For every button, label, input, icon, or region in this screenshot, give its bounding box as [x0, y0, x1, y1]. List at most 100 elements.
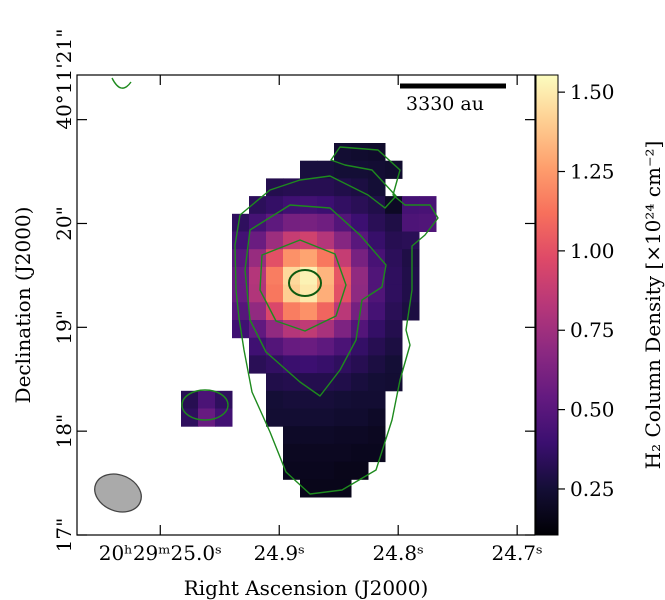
contour: [181, 389, 229, 421]
heatmap-cell: [368, 231, 386, 250]
heatmap-cell: [351, 461, 369, 480]
heatmap-cell: [368, 355, 386, 374]
x-tick-label: 24.8ˢ: [373, 541, 424, 565]
heatmap-cell: [266, 337, 284, 356]
heatmap-cell: [283, 284, 301, 303]
contour: [234, 146, 439, 495]
heatmap-cell: [283, 461, 301, 480]
heatmap-cell: [300, 213, 318, 232]
heatmap-cell: [385, 266, 403, 286]
heatmap-cell: [351, 390, 369, 409]
heatmap-cell: [232, 302, 250, 321]
heatmap-cell: [300, 160, 318, 179]
heatmap-cell: [232, 249, 250, 268]
heatmap-cell: [266, 249, 284, 268]
heatmap-cell: [368, 337, 386, 356]
heatmap-cell: [300, 390, 318, 409]
heatmap-cell: [351, 355, 369, 374]
heatmap-cell: [334, 408, 352, 427]
heatmap-cell: [317, 231, 335, 250]
x-tick-label: 24.9ˢ: [254, 541, 305, 565]
heatmap-cell: [300, 479, 318, 498]
plot-frame: [76, 74, 536, 536]
heatmap-cell: [283, 249, 301, 268]
heatmap-cell: [351, 337, 369, 356]
heatmap-cell: [351, 213, 369, 232]
heatmap-cell: [368, 196, 386, 215]
heatmap-cell: [181, 390, 199, 409]
heatmap-cell: [266, 355, 284, 374]
heatmap-cell: [351, 178, 369, 197]
heatmap-cell: [317, 373, 335, 392]
heatmap-cell: [317, 249, 335, 268]
heatmap-cell: [283, 408, 301, 427]
heatmap-cell: [334, 337, 352, 356]
heatmap: [181, 143, 437, 498]
heatmap-cell: [317, 390, 335, 409]
heatmap-cell: [368, 390, 386, 409]
contour: [111, 77, 132, 89]
heatmap-cell: [249, 231, 267, 250]
heatmap-cell: [351, 320, 369, 339]
heatmap-cell: [385, 320, 403, 339]
x-tick-label: 20ʰ29ᵐ25.0ˢ: [99, 541, 222, 565]
heatmap-cell: [317, 337, 335, 356]
heatmap-cell: [334, 426, 352, 445]
heatmap-cell: [368, 160, 386, 179]
heatmap-cell: [198, 408, 216, 427]
heatmap-cell: [334, 231, 352, 250]
heatmap-cell: [385, 337, 403, 356]
heatmap-cell: [334, 320, 352, 339]
heatmap-cell: [283, 213, 301, 232]
colorbar-label: H₂ Column Density [×10²⁴ cm⁻²]: [641, 141, 665, 470]
heatmap-cell: [385, 284, 403, 303]
heatmap-cell: [368, 213, 386, 232]
heatmap-cell: [351, 373, 369, 392]
heatmap-cell: [334, 390, 352, 409]
heatmap-cell: [266, 213, 284, 232]
heatmap-cell: [317, 443, 335, 463]
heatmap-cell: [402, 302, 420, 321]
y-axis-label: Declination (J2000): [11, 207, 35, 404]
heatmap-cell: [351, 196, 369, 215]
heatmap-cell: [283, 302, 301, 321]
heatmap-cell: [385, 231, 403, 250]
heatmap-cell: [266, 266, 284, 286]
colorbar-tick-label: 1.00: [570, 239, 615, 263]
heatmap-cell: [385, 302, 403, 321]
heatmap-cell: [334, 213, 352, 232]
heatmap-cell: [368, 408, 386, 427]
heatmap-cell: [351, 266, 369, 286]
heatmap-cell: [215, 408, 233, 427]
heatmap-cell: [334, 373, 352, 392]
y-tick-label: 18": [52, 414, 76, 449]
heatmap-cell: [402, 213, 420, 232]
heatmap-cell: [249, 337, 267, 356]
heatmap-cell: [368, 249, 386, 268]
heatmap-cell: [266, 408, 284, 427]
heatmap-cell: [266, 196, 284, 215]
heatmap-cell: [334, 160, 352, 179]
heatmap-cell: [215, 390, 233, 409]
heatmap-cell: [385, 355, 403, 374]
heatmap-cell: [249, 266, 267, 286]
colorbar-tick-label: 0.50: [570, 398, 615, 422]
heatmap-cell: [283, 178, 301, 197]
y-tick-label: 17": [52, 518, 76, 553]
heatmap-cell: [317, 461, 335, 480]
heatmap-cell: [368, 443, 386, 463]
heatmap-cell: [317, 355, 335, 374]
heatmap-cell: [300, 337, 318, 356]
heatmap-cell: [368, 284, 386, 303]
heatmap-cell: [368, 178, 386, 197]
heatmap-cell: [317, 160, 335, 179]
scale-bar-label: 3330 au: [406, 93, 484, 115]
contour: [259, 239, 347, 332]
heatmap-cell: [334, 302, 352, 321]
heatmap-cell: [351, 249, 369, 268]
heatmap-cell: [300, 408, 318, 427]
heatmap-cell: [419, 213, 437, 232]
heatmap-cell: [249, 320, 267, 339]
contour: [288, 269, 322, 297]
heatmap-cell: [317, 479, 335, 498]
